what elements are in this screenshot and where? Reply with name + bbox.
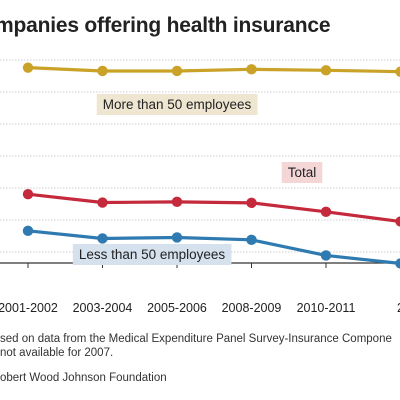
series-label: More than 50 employees	[96, 94, 258, 115]
series-layer	[22, 62, 400, 269]
series-labels: More than 50 employees Total Less than 50 …	[72, 94, 323, 265]
series-label-text: Less than 50 employees	[79, 247, 226, 262]
series-line	[26, 192, 400, 224]
x-tick-label: 2	[397, 301, 400, 315]
data-point	[22, 62, 34, 73]
line-chart: 2001-2002 2003-2004 2005-2006 2008-2009 2010…	[0, 59, 400, 315]
data-point	[171, 196, 183, 208]
series-label-box	[96, 94, 258, 115]
chart-notes: sed on data from the Medical Expenditure…	[0, 332, 400, 360]
data-point	[22, 188, 34, 200]
data-point	[246, 234, 257, 246]
data-point	[320, 206, 332, 218]
series-label: Less than 50 employees	[72, 244, 232, 265]
data-point	[97, 65, 108, 77]
data-point	[246, 197, 257, 209]
note-line-2: not available for 2007.	[0, 347, 114, 359]
x-tick-label: 2010-2011	[297, 301, 356, 315]
data-point	[320, 250, 332, 261]
series-line	[26, 66, 400, 74]
series-label-text: Total	[288, 165, 317, 180]
data-point	[395, 66, 400, 77]
series-label: Total	[281, 162, 323, 183]
x-tick-label: 2003-2004	[73, 301, 133, 315]
x-axis: 2001-2002 2003-2004 2005-2006 2008-2009 2010…	[0, 262, 400, 315]
data-point	[97, 233, 108, 244]
data-point	[395, 216, 400, 227]
series-label-box	[72, 244, 232, 265]
x-tick-label: 2001-2002	[0, 301, 58, 315]
series-label-box	[281, 162, 323, 183]
gridlines	[0, 59, 400, 253]
series-label-text: More than 50 employees	[103, 97, 252, 112]
data-point	[171, 65, 183, 77]
note-line-1: sed on data from the Medical Expenditure…	[0, 333, 392, 345]
source-credit: obert Wood Johnson Foundation	[0, 372, 167, 384]
chart-title: mpanies offering health insurance	[0, 14, 331, 37]
data-point	[171, 232, 183, 243]
data-point	[246, 64, 257, 75]
data-point	[320, 65, 332, 76]
data-point	[22, 225, 34, 237]
x-tick-label: 2008-2009	[222, 301, 282, 315]
data-point	[395, 258, 400, 269]
data-point	[97, 197, 108, 208]
x-tick-label: 2005-2006	[147, 301, 207, 315]
